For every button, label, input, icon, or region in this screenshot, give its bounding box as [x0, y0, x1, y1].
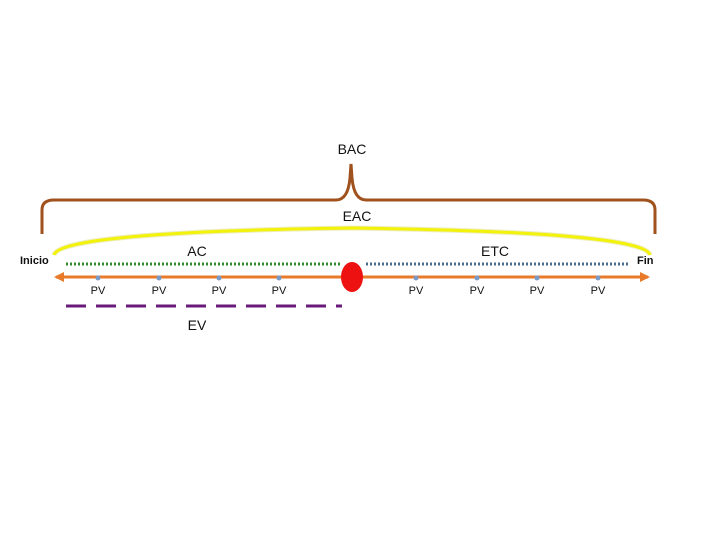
- pv-marker-8: [595, 275, 601, 281]
- pv-label-7: PV: [530, 285, 545, 297]
- pv-marker-3: [216, 275, 222, 281]
- pv-marker-6: [474, 275, 480, 281]
- pv-label-4: PV: [272, 285, 287, 297]
- pv-marker-1: [95, 275, 101, 281]
- pv-marker-5: [413, 275, 419, 281]
- pv-marker-7: [534, 275, 540, 281]
- eac-arc: [52, 226, 652, 256]
- pv-label-2: PV: [152, 285, 167, 297]
- end-label: Fin: [637, 255, 654, 267]
- pv-marker-2: [156, 275, 162, 281]
- pv-label-3: PV: [212, 285, 227, 297]
- bac-brace: [40, 163, 657, 234]
- ev-label: EV: [188, 317, 207, 333]
- etc-label: ETC: [481, 243, 509, 259]
- eac-label: EAC: [343, 208, 372, 224]
- pv-label-5: PV: [409, 285, 424, 297]
- ac-label: AC: [187, 243, 206, 259]
- pv-label-6: PV: [470, 285, 485, 297]
- pv-markers: PV PV PV PV PV PV PV PV: [91, 275, 606, 297]
- pv-marker-4: [276, 275, 282, 281]
- pv-label-1: PV: [91, 285, 106, 297]
- status-point: [341, 262, 363, 292]
- eac-arc-glow: [51, 225, 653, 257]
- start-label: Inicio: [20, 255, 49, 267]
- bac-label: BAC: [338, 141, 367, 157]
- pv-label-8: PV: [591, 285, 606, 297]
